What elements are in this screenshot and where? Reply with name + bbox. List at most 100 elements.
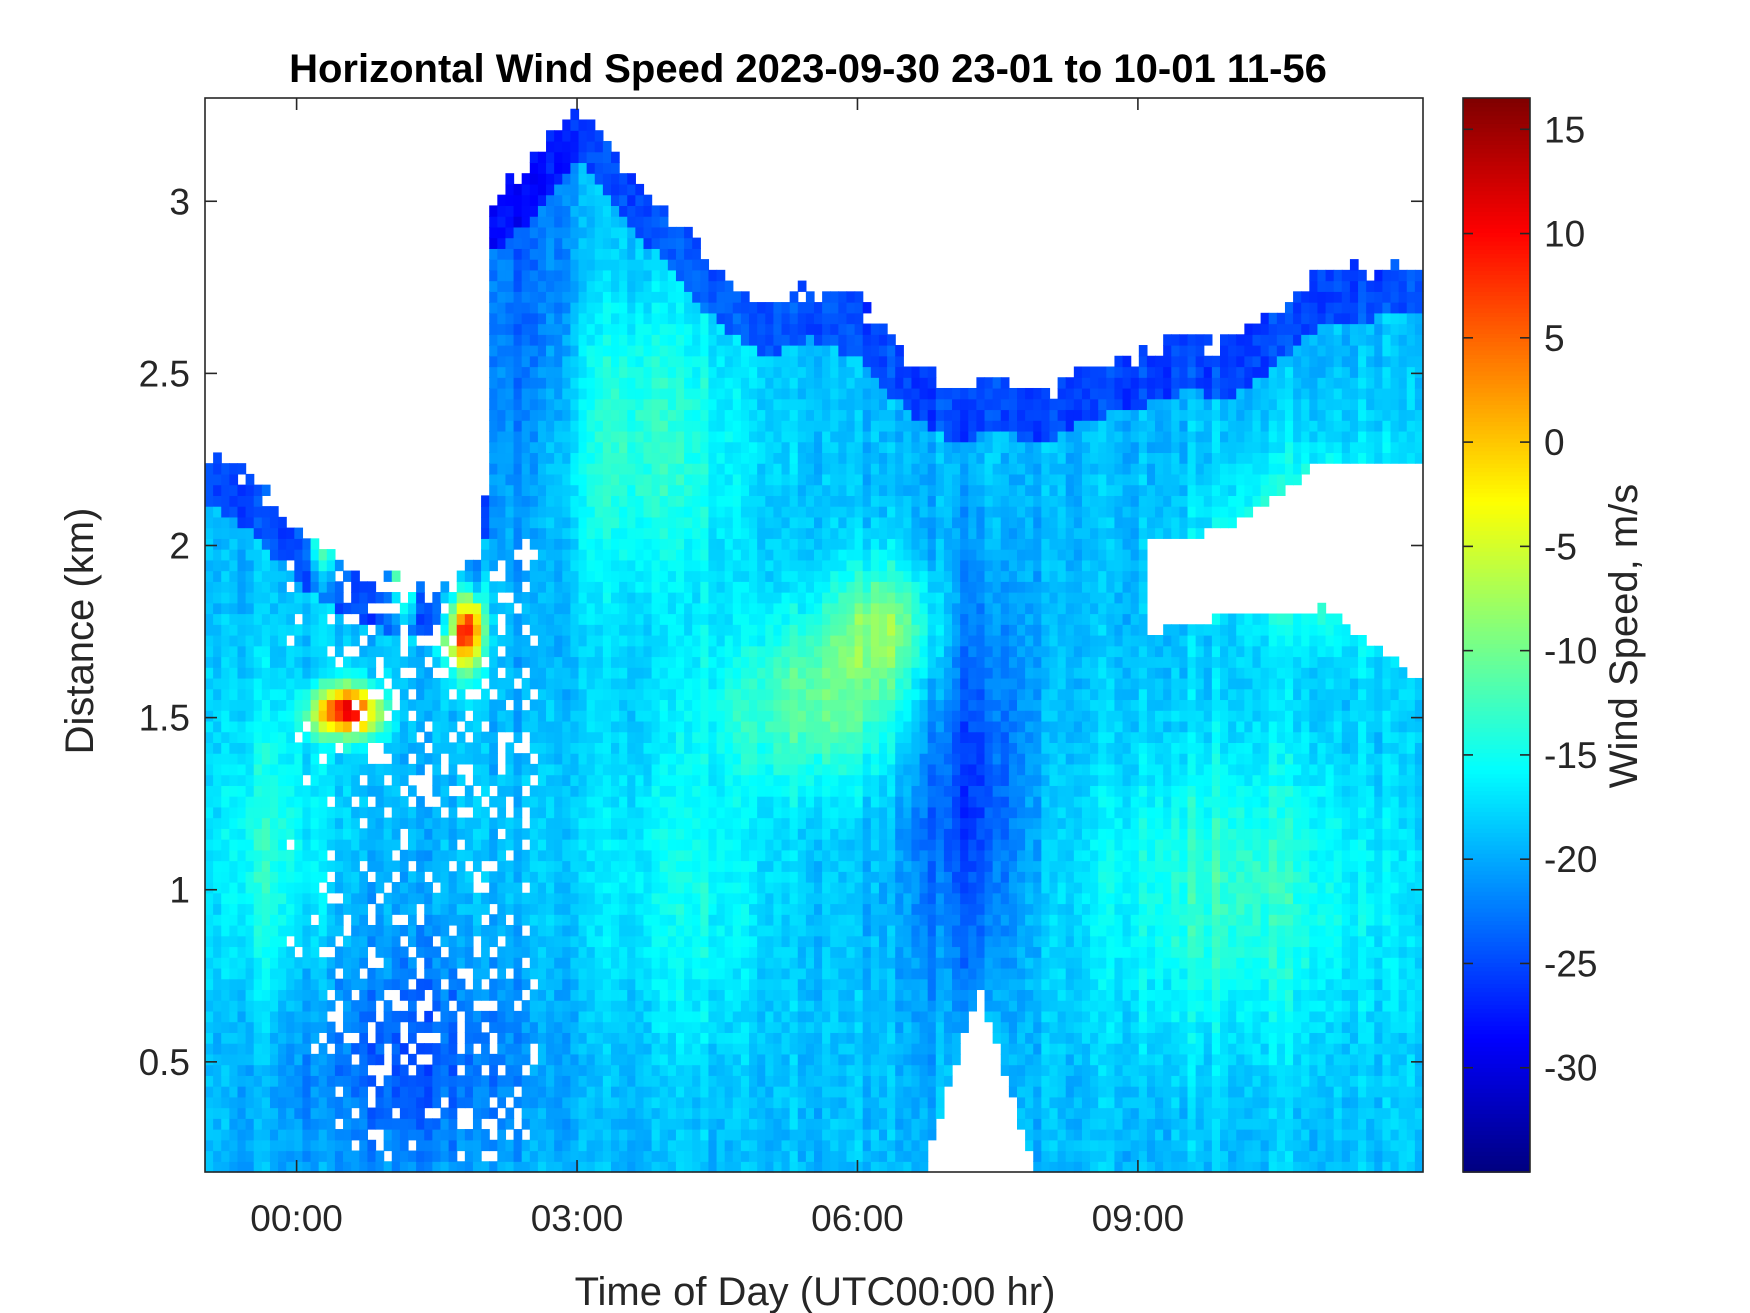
heatmap-cell [611, 194, 620, 206]
heatmap-cell [521, 291, 531, 303]
heatmap-cell [684, 839, 693, 851]
heatmap-cell [740, 699, 750, 711]
heatmap-cell [627, 473, 636, 486]
heatmap-cell [554, 549, 563, 561]
heatmap-cell [237, 1107, 247, 1119]
heatmap-cell [375, 731, 385, 743]
heatmap-cell [757, 366, 766, 378]
heatmap-cell [221, 753, 230, 765]
heatmap-cell [537, 742, 547, 754]
heatmap-cell [383, 914, 393, 926]
heatmap-cell [749, 860, 758, 872]
heatmap-cell [635, 742, 645, 754]
heatmap-cell [675, 828, 685, 840]
heatmap-cell [440, 828, 450, 840]
heatmap-cell [692, 731, 701, 743]
heatmap-cell [619, 624, 628, 636]
heatmap-cell [326, 549, 336, 561]
heatmap-cell [773, 1064, 783, 1076]
heatmap-cell [700, 828, 710, 840]
heatmap-cell [278, 592, 287, 604]
heatmap-cell [619, 914, 628, 926]
heatmap-cell [602, 710, 612, 722]
heatmap-cell [594, 559, 604, 572]
heatmap-cell [765, 935, 774, 948]
heatmap-cell [611, 269, 620, 282]
heatmap-cell [375, 677, 385, 690]
heatmap-cell [667, 398, 677, 411]
heatmap-cell [554, 903, 563, 915]
heatmap-cell [521, 280, 531, 292]
heatmap-cell [416, 882, 425, 894]
heatmap-cell [611, 1139, 620, 1152]
heatmap-cell [773, 527, 783, 539]
heatmap-cell [570, 978, 580, 991]
heatmap-cell [594, 173, 604, 185]
heatmap-cell [586, 119, 596, 131]
heatmap-cell [651, 613, 661, 625]
heatmap-cell [659, 420, 669, 432]
heatmap-cell [408, 763, 417, 776]
heatmap-cell [261, 1075, 271, 1087]
heatmap-cell [732, 484, 742, 496]
heatmap-cell [570, 216, 580, 228]
heatmap-cell [773, 452, 783, 464]
heatmap-cell [554, 860, 563, 872]
heatmap-cell [732, 699, 742, 711]
heatmap-cell [464, 1021, 474, 1033]
heatmap-cell [578, 1043, 588, 1055]
heatmap-cell [432, 785, 442, 797]
heatmap-cell [554, 538, 563, 550]
heatmap-cell [667, 280, 677, 292]
heatmap-cell [334, 957, 344, 969]
heatmap-cell [708, 269, 718, 282]
heatmap-cell [659, 1118, 669, 1130]
heatmap-cell [570, 1107, 580, 1119]
heatmap-cell [708, 935, 718, 948]
heatmap-cell [391, 1161, 401, 1173]
heatmap-cell [334, 882, 344, 894]
heatmap-cell [667, 796, 677, 808]
heatmap-cell [513, 763, 523, 776]
heatmap-cell [334, 1150, 344, 1162]
heatmap-cell [221, 635, 230, 647]
heatmap-cell [554, 1075, 563, 1087]
heatmap-cell [692, 656, 701, 668]
heatmap-cell [554, 280, 563, 292]
heatmap-cell [253, 710, 263, 722]
heatmap-cell [562, 796, 571, 808]
heatmap-cell [546, 355, 555, 368]
heatmap-cell [578, 506, 588, 518]
heatmap-cell [261, 1150, 271, 1162]
heatmap-cell [578, 796, 588, 808]
heatmap-cell [692, 871, 701, 883]
heatmap-cell [651, 656, 661, 668]
heatmap-cell [513, 1139, 523, 1152]
heatmap-cell [586, 731, 596, 743]
heatmap-cell [659, 345, 669, 357]
heatmap-cell [261, 989, 271, 1001]
heatmap-cell [627, 967, 636, 980]
heatmap-cell [424, 699, 433, 711]
heatmap-cell [716, 1161, 726, 1173]
heatmap-cell [245, 559, 255, 572]
heatmap-cell [651, 1139, 661, 1152]
heatmap-cell [537, 1064, 547, 1076]
heatmap-cell [675, 1139, 685, 1152]
heatmap-cell [594, 430, 604, 443]
heatmap-cell [667, 849, 677, 862]
heatmap-cell [213, 817, 222, 829]
heatmap-cell [627, 323, 636, 335]
heatmap-cell [489, 1139, 498, 1152]
heatmap-cell [432, 828, 442, 840]
heatmap-cell [594, 892, 604, 905]
heatmap-cell [773, 635, 783, 647]
heatmap-cell [570, 151, 580, 164]
heatmap-cell [765, 592, 774, 604]
heatmap-cell [740, 742, 750, 754]
heatmap-cell [716, 667, 726, 679]
heatmap-cell [773, 871, 783, 883]
heatmap-cell [221, 1010, 230, 1023]
heatmap-cell [351, 763, 360, 776]
heatmap-cell [586, 796, 596, 808]
